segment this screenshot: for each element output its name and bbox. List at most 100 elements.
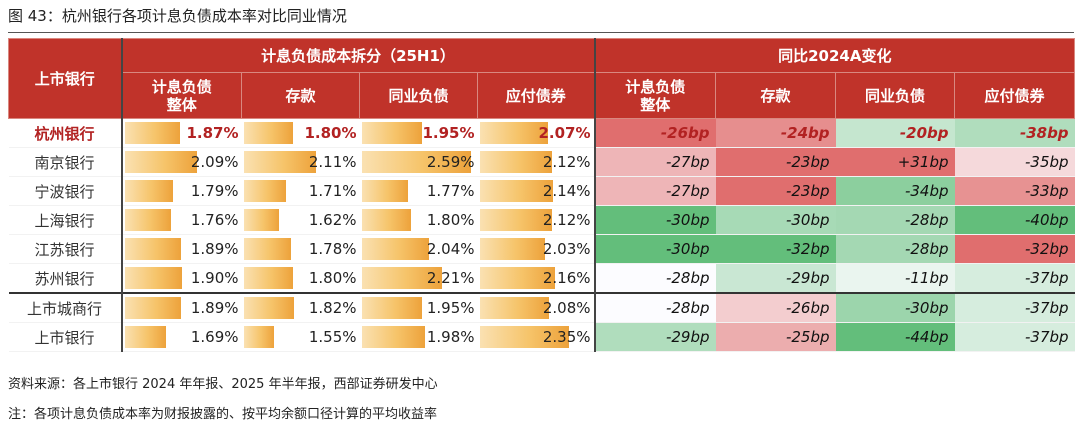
cost-value: 1.95%: [426, 299, 475, 317]
cost-cell-total: 1.69%: [121, 322, 242, 352]
cost-data-bar: [124, 122, 180, 144]
cost-value: 1.77%: [426, 182, 475, 200]
cost-value: 1.76%: [190, 211, 239, 229]
cost-cell-bonds: 2.35%: [477, 322, 596, 352]
cost-value: 1.71%: [308, 182, 357, 200]
cost-value: 1.80%: [304, 124, 357, 142]
change-cell-interbank: -44bp: [835, 322, 955, 352]
cost-cell-total: 1.87%: [121, 118, 242, 148]
title-rule: [8, 32, 1074, 33]
change-cell-interbank: -11bp: [835, 263, 955, 294]
change-cell-interbank: -30bp: [835, 292, 955, 323]
cost-data-bar: [479, 180, 554, 202]
change-cell-deposit: -23bp: [715, 176, 836, 206]
col-header-change-deposit: 存款: [715, 72, 836, 119]
cost-data-bar: [243, 180, 286, 202]
col-header-change-total: 计息负债 整体: [594, 72, 716, 119]
cost-data-bar: [124, 151, 197, 173]
cost-data-bar: [124, 326, 166, 348]
cost-value: 1.89%: [190, 240, 239, 258]
cost-cell-interbank: 1.98%: [359, 322, 478, 352]
cost-data-bar: [124, 297, 182, 319]
col-header-cost-interbank: 同业负债: [359, 72, 478, 119]
cost-value: 1.98%: [426, 328, 475, 346]
cost-cell-bonds: 2.12%: [477, 205, 596, 235]
cost-value: 2.21%: [426, 269, 475, 287]
bank-name: 苏州银行: [8, 263, 123, 294]
cost-cell-total: 2.09%: [121, 147, 242, 177]
cost-data-bar: [124, 267, 182, 289]
change-cell-interbank: -28bp: [835, 234, 955, 264]
change-cell-interbank: -34bp: [835, 176, 955, 206]
bank-name: 宁波银行: [8, 176, 123, 206]
cost-value: 2.03%: [542, 240, 591, 258]
change-cell-bonds: -37bp: [954, 292, 1075, 323]
cost-data-bar: [361, 238, 429, 260]
change-cell-bonds: -38bp: [954, 118, 1075, 148]
cost-cell-deposit: 1.82%: [241, 292, 360, 323]
bank-name: 江苏银行: [8, 234, 123, 264]
cost-cell-interbank: 1.80%: [359, 205, 478, 235]
cost-value: 2.35%: [542, 328, 591, 346]
change-cell-bonds: -33bp: [954, 176, 1075, 206]
cost-data-bar: [479, 238, 546, 260]
cost-value: 1.80%: [426, 211, 475, 229]
cost-data-bar: [243, 209, 280, 231]
cost-cell-bonds: 2.12%: [477, 147, 596, 177]
table-row: 南京银行 2.09% 2.11% 2.59% 2.12% -27bp -23bp +31bp -…: [8, 147, 1075, 177]
change-cell-interbank: -28bp: [835, 205, 955, 235]
cost-data-bar: [243, 151, 317, 173]
cost-value: 2.12%: [542, 211, 591, 229]
source-note: 资料来源：各上市银行 2024 年年报、2025 年半年报，西部证券研发中心: [8, 377, 438, 392]
cost-comparison-table: 上市银行 计息负债成本拆分（25H1） 同比2024A变化 计息负债 整体 存款 …: [8, 38, 1076, 352]
cost-cell-bonds: 2.16%: [477, 263, 596, 294]
cost-data-bar: [124, 209, 172, 231]
cost-cell-interbank: 2.59%: [359, 147, 478, 177]
change-cell-deposit: -24bp: [715, 118, 836, 148]
cost-data-bar: [124, 238, 182, 260]
group-header-change: 同比2024A变化: [593, 38, 1076, 73]
cost-data-bar: [243, 297, 295, 319]
cost-cell-bonds: 2.14%: [477, 176, 596, 206]
group-header-cost: 计息负债成本拆分（25H1）: [121, 38, 596, 73]
cost-cell-total: 1.76%: [121, 205, 242, 235]
cost-cell-bonds: 2.07%: [477, 118, 596, 148]
cost-data-bar: [361, 267, 442, 289]
change-cell-bonds: -37bp: [954, 263, 1075, 294]
cost-value: 1.90%: [190, 269, 239, 287]
cost-cell-bonds: 2.08%: [477, 292, 596, 323]
cost-data-bar: [361, 151, 471, 173]
cost-cell-interbank: 1.77%: [359, 176, 478, 206]
cost-data-bar: [361, 326, 425, 348]
cost-value: 1.95%: [422, 124, 475, 142]
col-header-cost-bonds: 应付债券: [477, 72, 596, 119]
change-cell-total: -29bp: [594, 322, 716, 352]
bank-name: 上海银行: [8, 205, 123, 235]
cost-data-bar: [243, 122, 293, 144]
cost-cell-interbank: 2.21%: [359, 263, 478, 294]
cost-cell-deposit: 1.80%: [241, 118, 360, 148]
cost-data-bar: [361, 122, 423, 144]
cost-value: 1.69%: [190, 328, 239, 346]
cost-value: 2.16%: [542, 269, 591, 287]
change-cell-bonds: -32bp: [954, 234, 1075, 264]
table-row: 上市银行 1.69% 1.55% 1.98% 2.35% -29bp -25bp -44bp -…: [8, 322, 1075, 352]
cost-cell-deposit: 1.55%: [241, 322, 360, 352]
bank-name: 上市城商行: [8, 292, 123, 323]
cost-cell-deposit: 1.71%: [241, 176, 360, 206]
cost-value: 2.14%: [542, 182, 591, 200]
change-cell-bonds: -40bp: [954, 205, 1075, 235]
cost-value: 1.82%: [308, 299, 357, 317]
change-cell-bonds: -37bp: [954, 322, 1075, 352]
cost-data-bar: [479, 326, 569, 348]
change-cell-total: -27bp: [594, 176, 716, 206]
bank-name: 杭州银行: [8, 118, 123, 148]
table-row: 江苏银行 1.89% 1.78% 2.04% 2.03% -30bp -32bp -28bp -…: [8, 234, 1075, 264]
cost-cell-interbank: 1.95%: [359, 118, 478, 148]
cost-cell-deposit: 1.62%: [241, 205, 360, 235]
cost-value: 1.79%: [190, 182, 239, 200]
cost-data-bar: [361, 297, 423, 319]
cost-data-bar: [479, 151, 552, 173]
method-note: 注：各项计息负债成本率为财报披露的、按平均余额口径计算的平均收益率: [8, 407, 438, 422]
change-cell-total: -28bp: [594, 292, 716, 323]
